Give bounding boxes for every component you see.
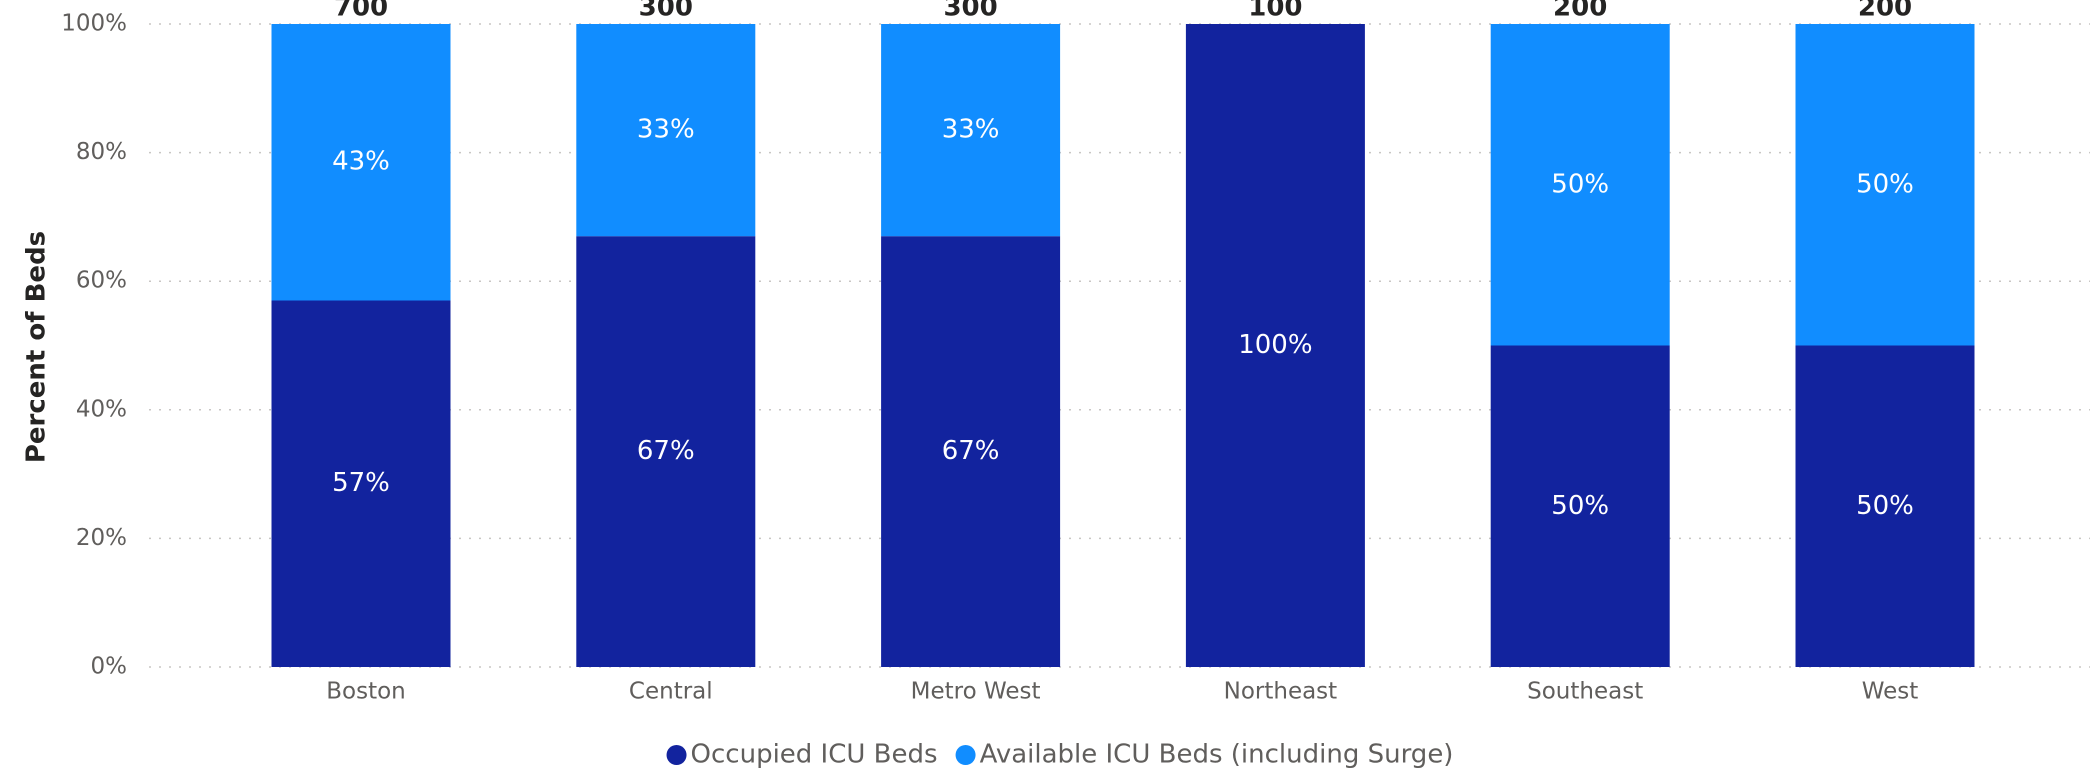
x-tick-label: Southeast bbox=[1527, 679, 1643, 705]
y-tick-label: 0% bbox=[91, 654, 128, 680]
y-tick-label: 60% bbox=[76, 268, 127, 294]
x-tick-label: Northeast bbox=[1224, 679, 1338, 705]
total-label: 200 bbox=[1553, 0, 1607, 23]
bar-segment bbox=[1795, 345, 1975, 667]
total-label: 300 bbox=[943, 0, 997, 23]
y-axis-title: Percent of Beds bbox=[22, 231, 52, 463]
data-label: 43% bbox=[332, 147, 390, 177]
total-label: 200 bbox=[1858, 0, 1912, 23]
bar-segment bbox=[271, 300, 451, 667]
data-label: 67% bbox=[942, 436, 1000, 466]
x-tick-label: Central bbox=[629, 679, 713, 705]
x-tick-label: Boston bbox=[326, 679, 406, 705]
bar-segment bbox=[576, 24, 756, 237]
total-label: 300 bbox=[639, 0, 693, 23]
legend-label: Available ICU Beds (including Surge) bbox=[980, 740, 1454, 770]
bar-segment bbox=[576, 236, 756, 667]
data-label: 33% bbox=[637, 115, 695, 145]
total-label: 100 bbox=[1248, 0, 1302, 23]
bar-segment bbox=[1490, 24, 1670, 346]
bar-segment bbox=[881, 236, 1061, 667]
x-tick-label: Metro West bbox=[911, 679, 1041, 705]
data-label: 50% bbox=[1551, 169, 1609, 199]
y-tick-label: 100% bbox=[61, 11, 127, 37]
data-label: 67% bbox=[637, 436, 695, 466]
data-label: 50% bbox=[1856, 491, 1914, 521]
legend-marker bbox=[666, 745, 687, 765]
legend-label: Occupied ICU Beds bbox=[691, 740, 938, 770]
bar-segment bbox=[1185, 24, 1365, 667]
data-label: 50% bbox=[1551, 491, 1609, 521]
legend-marker bbox=[955, 745, 976, 765]
x-tick-label: West bbox=[1862, 679, 1919, 705]
y-tick-label: 40% bbox=[76, 396, 127, 422]
bar-segment bbox=[1490, 345, 1670, 667]
bar-segment bbox=[271, 24, 451, 301]
data-label: 100% bbox=[1238, 330, 1312, 360]
data-label: 57% bbox=[332, 468, 390, 498]
y-tick-label: 20% bbox=[76, 525, 127, 551]
bar-segment bbox=[881, 24, 1061, 237]
total-label: 700 bbox=[334, 0, 388, 23]
data-label: 33% bbox=[942, 115, 1000, 145]
data-label: 50% bbox=[1856, 169, 1914, 199]
bar-segment bbox=[1795, 24, 1975, 346]
y-tick-label: 80% bbox=[76, 139, 127, 165]
